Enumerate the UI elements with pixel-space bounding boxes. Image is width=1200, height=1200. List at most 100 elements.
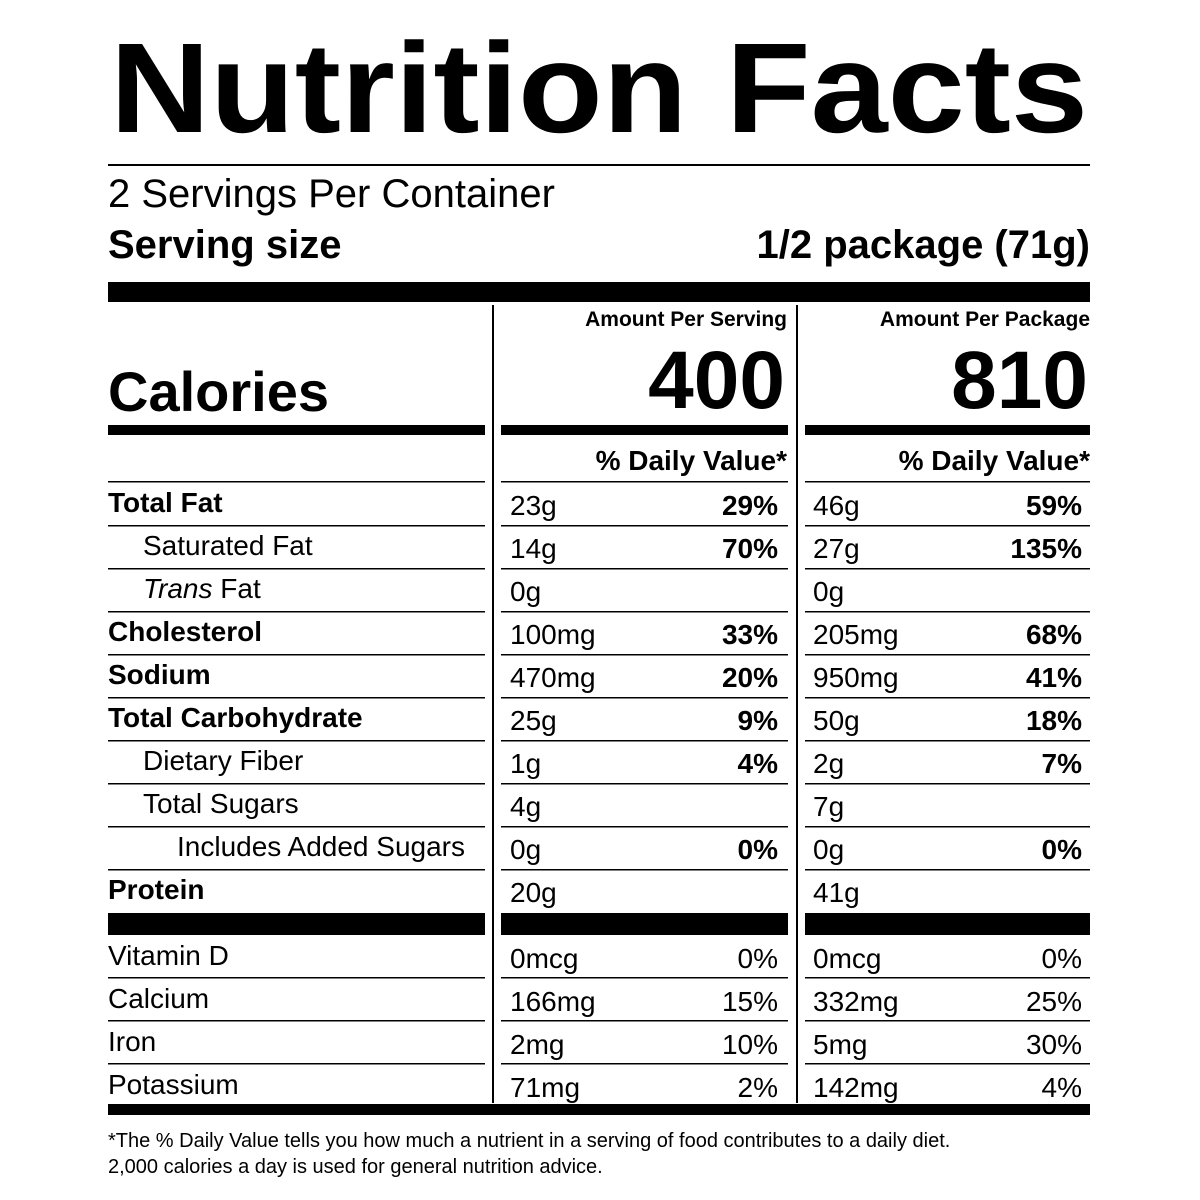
amount: 0mcg — [510, 943, 578, 974]
amount: 4g — [510, 791, 541, 822]
amount: 71mg — [510, 1072, 580, 1103]
nutrient-name: Trans Fat — [143, 573, 261, 604]
daily-value: 33% — [722, 619, 778, 650]
daily-value: 7% — [1042, 748, 1083, 779]
amount: 470mg — [510, 662, 596, 693]
rule — [108, 525, 485, 527]
rule — [501, 697, 788, 699]
nutrient-name: Sodium — [108, 659, 211, 690]
daily-value: 68% — [1026, 619, 1082, 650]
daily-value: 70% — [722, 533, 778, 564]
rule — [108, 697, 485, 699]
bar — [108, 425, 485, 435]
daily-value: 0% — [1042, 943, 1082, 974]
rule — [108, 740, 485, 742]
vitamin-name: Vitamin D — [108, 940, 229, 971]
rule — [108, 1063, 485, 1065]
amount: 205mg — [813, 619, 899, 650]
nutrient-name: Includes Added Sugars — [177, 831, 465, 862]
amount: 0mcg — [813, 943, 881, 974]
serving-size-label: Serving size — [108, 223, 341, 267]
rule — [501, 481, 788, 483]
title: Nutrition Facts — [110, 17, 1088, 160]
column-heading: Amount Per Package — [880, 308, 1090, 331]
rule — [805, 611, 1090, 613]
serving-size-value: 1/2 package (71g) — [757, 223, 1091, 267]
column-divider — [796, 305, 798, 1103]
bar — [501, 425, 788, 435]
amount: 2g — [813, 748, 844, 779]
daily-value: 59% — [1026, 490, 1082, 521]
daily-value: 15% — [722, 986, 778, 1017]
amount: 332mg — [813, 986, 899, 1017]
rule — [501, 1020, 788, 1022]
rule — [108, 611, 485, 613]
rule — [108, 1020, 485, 1022]
amount: 142mg — [813, 1072, 899, 1103]
column-heading: Amount Per Serving — [585, 308, 787, 331]
nutrient-name: Saturated Fat — [143, 530, 313, 561]
rule — [108, 568, 485, 570]
daily-value: 9% — [738, 705, 779, 736]
nutrient-name: Cholesterol — [108, 616, 262, 647]
amount: 27g — [813, 533, 860, 564]
rule — [108, 164, 1090, 166]
column-divider — [492, 305, 494, 1103]
rule — [501, 1063, 788, 1065]
nutrient-name: Dietary Fiber — [143, 745, 303, 776]
rule — [805, 977, 1090, 979]
rule — [501, 525, 788, 527]
amount: 41g — [813, 877, 860, 908]
rule — [501, 611, 788, 613]
nutrient-name: Total Carbohydrate — [108, 702, 363, 733]
amount: 2mg — [510, 1029, 564, 1060]
daily-value: 135% — [1010, 533, 1082, 564]
amount: 0g — [510, 834, 541, 865]
rule — [501, 740, 788, 742]
daily-value: 10% — [722, 1029, 778, 1060]
dv-heading: % Daily Value* — [899, 445, 1091, 476]
rule — [805, 568, 1090, 570]
daily-value: 30% — [1026, 1029, 1082, 1060]
rule — [501, 977, 788, 979]
amount: 0g — [813, 834, 844, 865]
rule — [108, 977, 485, 979]
rule — [805, 481, 1090, 483]
daily-value: 4% — [1042, 1072, 1082, 1103]
rule — [805, 783, 1090, 785]
daily-value: 4% — [738, 748, 779, 779]
amount: 1g — [510, 748, 541, 779]
amount: 25g — [510, 705, 557, 736]
daily-value: 2% — [738, 1072, 778, 1103]
daily-value: 20% — [722, 662, 778, 693]
rule — [805, 654, 1090, 656]
calories-label: Calories — [108, 360, 329, 423]
daily-value: 0% — [738, 943, 778, 974]
thick-bar — [108, 1104, 1090, 1115]
rule — [805, 826, 1090, 828]
daily-value: 0% — [1042, 834, 1083, 865]
rule — [108, 783, 485, 785]
rule — [108, 654, 485, 656]
rule — [501, 654, 788, 656]
amount: 100mg — [510, 619, 596, 650]
rule — [108, 869, 485, 871]
thick-bar — [108, 913, 485, 935]
amount: 7g — [813, 791, 844, 822]
daily-value: 18% — [1026, 705, 1082, 736]
amount: 5mg — [813, 1029, 867, 1060]
rule — [108, 826, 485, 828]
rule — [501, 826, 788, 828]
calories-value: 400 — [648, 335, 785, 426]
footnote: *The % Daily Value tells you how much a … — [108, 1130, 950, 1152]
amount: 50g — [813, 705, 860, 736]
calories-value: 810 — [951, 335, 1088, 426]
amount: 23g — [510, 490, 557, 521]
amount: 0g — [813, 576, 844, 607]
rule — [805, 1020, 1090, 1022]
thick-bar — [805, 913, 1090, 935]
nutrient-name: Protein — [108, 874, 204, 905]
daily-value: 0% — [738, 834, 779, 865]
thick-bar — [501, 913, 788, 935]
